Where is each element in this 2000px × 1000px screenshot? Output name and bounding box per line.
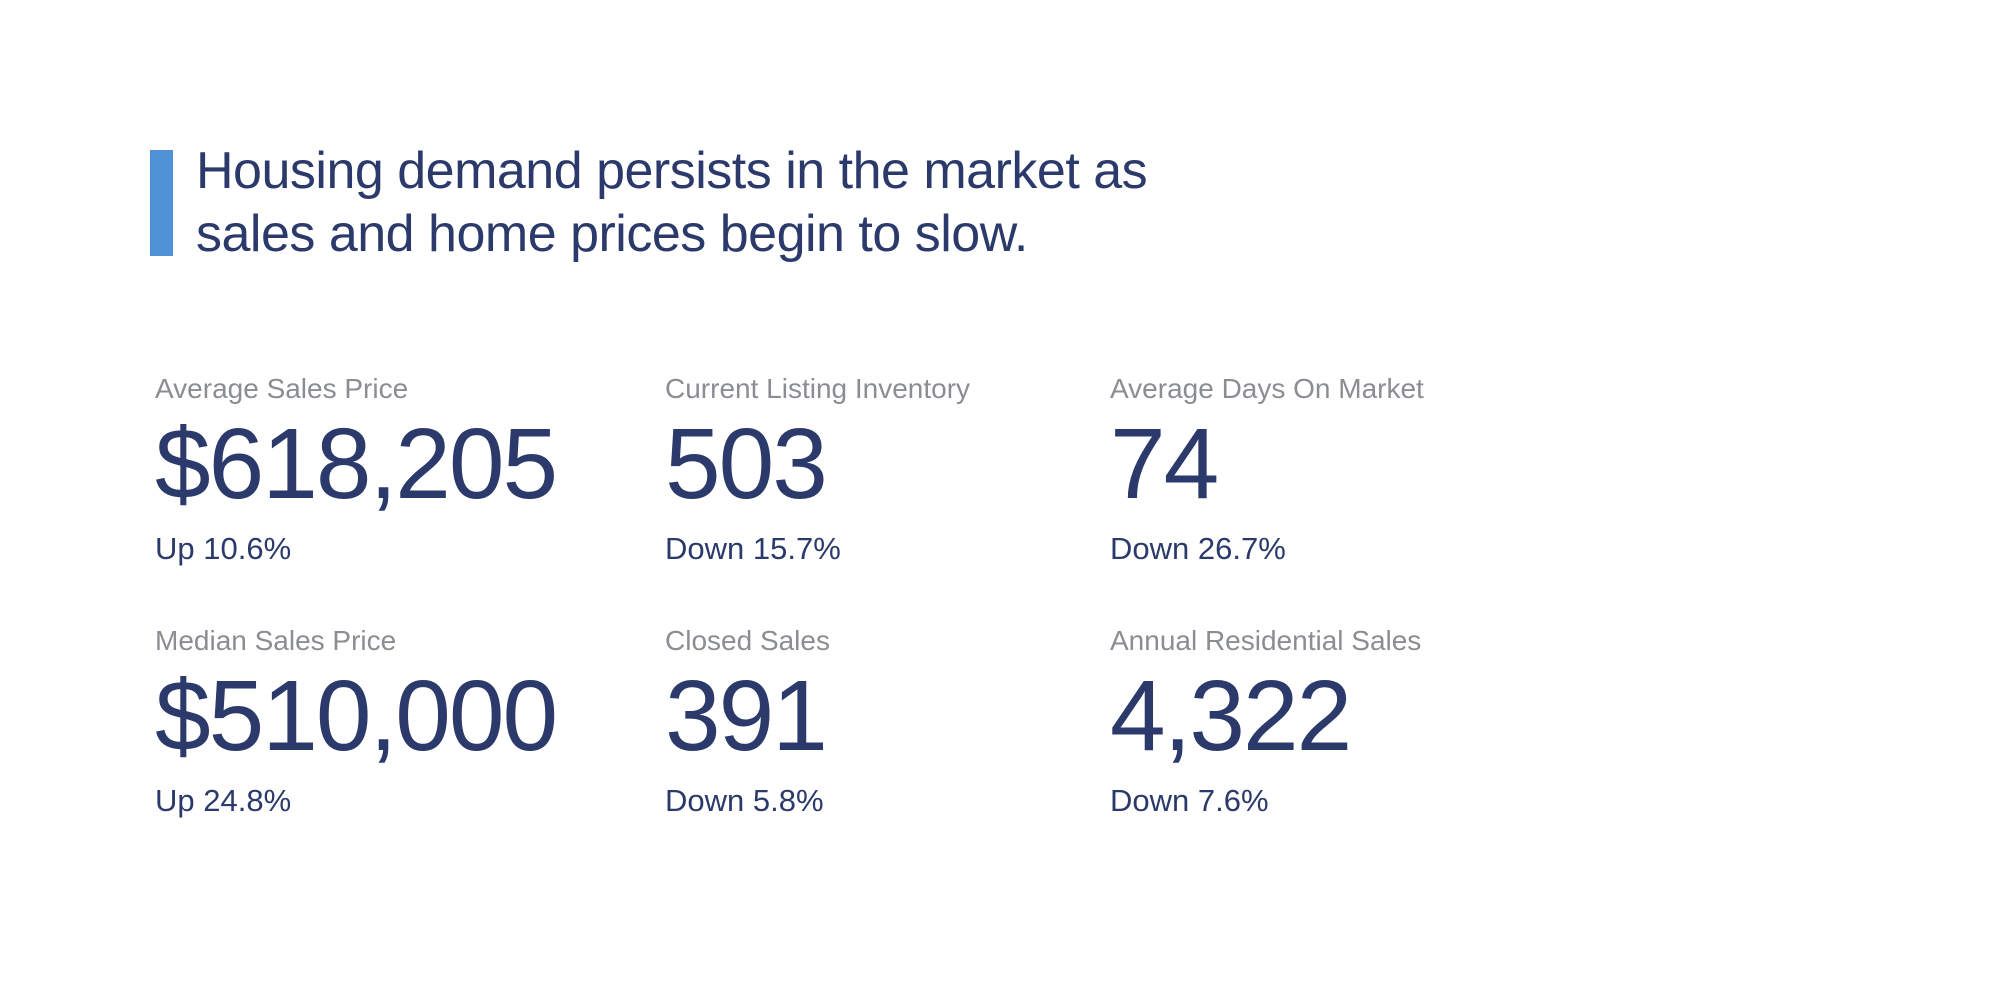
stat-label: Average Sales Price — [155, 373, 409, 404]
headline-text: Housing demand persists in the market as… — [196, 140, 1148, 266]
stat-value: 74 — [1110, 408, 1219, 520]
stats-grid: Average Sales Price $618,205 Up 10.6% Cu… — [155, 372, 1650, 820]
headline: Housing demand persists in the market as… — [150, 140, 1148, 266]
stat-value: $618,205 — [155, 408, 558, 520]
stat-value: 391 — [665, 660, 828, 772]
stat-change: Down 15.7% — [665, 531, 841, 566]
stat-label: Annual Residential Sales — [1110, 625, 1422, 656]
stat-card-closed-sales: Closed Sales 391 Down 5.8% — [665, 624, 1110, 820]
stat-change: Down 26.7% — [1110, 531, 1286, 566]
stat-change: Up 24.8% — [155, 783, 292, 818]
stat-card-annual-residential-sales: Annual Residential Sales 4,322 Down 7.6% — [1110, 624, 1650, 820]
headline-accent-bar — [150, 150, 173, 256]
stat-card-average-days-on-market: Average Days On Market 74 Down 26.7% — [1110, 372, 1650, 568]
stat-label: Closed Sales — [665, 625, 830, 656]
headline-line-2: sales and home prices begin to slow. — [196, 205, 1028, 263]
stat-value: 503 — [665, 408, 828, 520]
stat-label: Current Listing Inventory — [665, 373, 971, 404]
stat-card-current-listing-inventory: Current Listing Inventory 503 Down 15.7% — [665, 372, 1110, 568]
stat-value: 4,322 — [1110, 660, 1352, 772]
stat-label: Median Sales Price — [155, 625, 397, 656]
stat-change: Up 10.6% — [155, 531, 292, 566]
stat-card-median-sales-price: Median Sales Price $510,000 Up 24.8% — [155, 624, 665, 820]
stat-change: Down 7.6% — [1110, 783, 1269, 818]
stat-change: Down 5.8% — [665, 783, 824, 818]
headline-line-1: Housing demand persists in the market as — [196, 142, 1148, 200]
stat-card-average-sales-price: Average Sales Price $618,205 Up 10.6% — [155, 372, 665, 568]
stat-label: Average Days On Market — [1110, 373, 1424, 404]
stat-value: $510,000 — [155, 660, 558, 772]
